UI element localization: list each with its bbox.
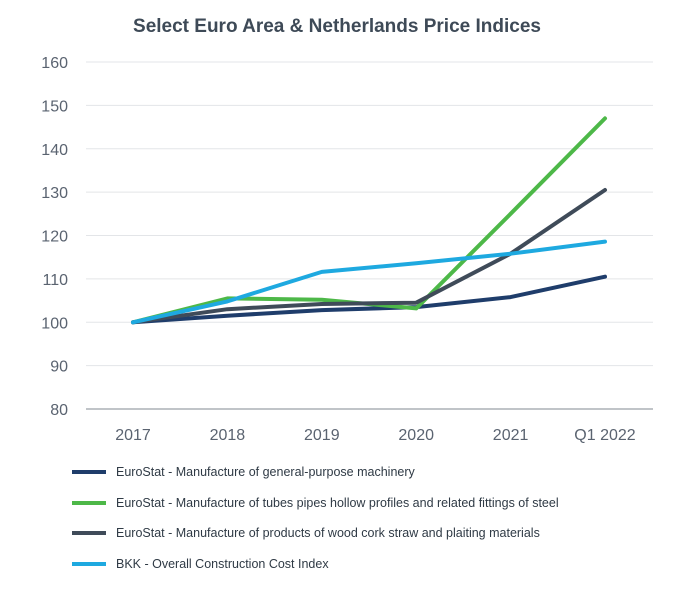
y-tick-label: 140 bbox=[41, 142, 68, 159]
y-tick-label: 90 bbox=[50, 359, 68, 376]
x-tick-label: Q1 2022 bbox=[574, 427, 635, 444]
legend-label: BKK - Overall Construction Cost Index bbox=[116, 556, 329, 571]
y-tick-label: 120 bbox=[41, 229, 68, 246]
legend-swatch bbox=[72, 470, 106, 475]
y-tick-label: 160 bbox=[41, 55, 68, 72]
chart-title: Select Euro Area & Netherlands Price Ind… bbox=[133, 16, 541, 37]
series-line-1 bbox=[131, 274, 607, 325]
legend-label: EuroStat - Manufacture of tubes pipes ho… bbox=[116, 495, 559, 510]
legend-swatch bbox=[72, 531, 106, 536]
chart-legend: EuroStat - Manufacture of general-purpos… bbox=[72, 457, 662, 579]
series-line-4 bbox=[131, 239, 607, 325]
x-tick-label: 2017 bbox=[115, 427, 151, 444]
x-tick-label: 2021 bbox=[493, 427, 529, 444]
legend-label: EuroStat - Manufacture of products of wo… bbox=[116, 526, 540, 541]
legend-item: EuroStat - Manufacture of general-purpos… bbox=[72, 457, 662, 488]
y-tick-label: 110 bbox=[42, 272, 68, 289]
y-tick-label: 100 bbox=[41, 315, 68, 332]
legend-swatch bbox=[72, 500, 106, 505]
legend-item: BKK - Overall Construction Cost Index bbox=[72, 549, 662, 580]
y-tick-label: 80 bbox=[50, 402, 68, 419]
chart-plot-area: 160 150 140 130 120 110 100 90 80 2017 2018 2019 202… bbox=[41, 55, 653, 444]
y-tick-label: 150 bbox=[41, 98, 68, 115]
x-tick-label: 2018 bbox=[210, 427, 246, 444]
legend-item: EuroStat - Manufacture of tubes pipes ho… bbox=[72, 488, 662, 519]
legend-swatch bbox=[72, 561, 106, 566]
legend-label: EuroStat - Manufacture of general-purpos… bbox=[116, 465, 415, 480]
y-tick-label: 130 bbox=[41, 185, 68, 202]
legend-item: EuroStat - Manufacture of products of wo… bbox=[72, 518, 662, 549]
x-tick-label: 2020 bbox=[398, 427, 434, 444]
series-line-3 bbox=[131, 188, 607, 325]
x-tick-label: 2019 bbox=[304, 427, 340, 444]
